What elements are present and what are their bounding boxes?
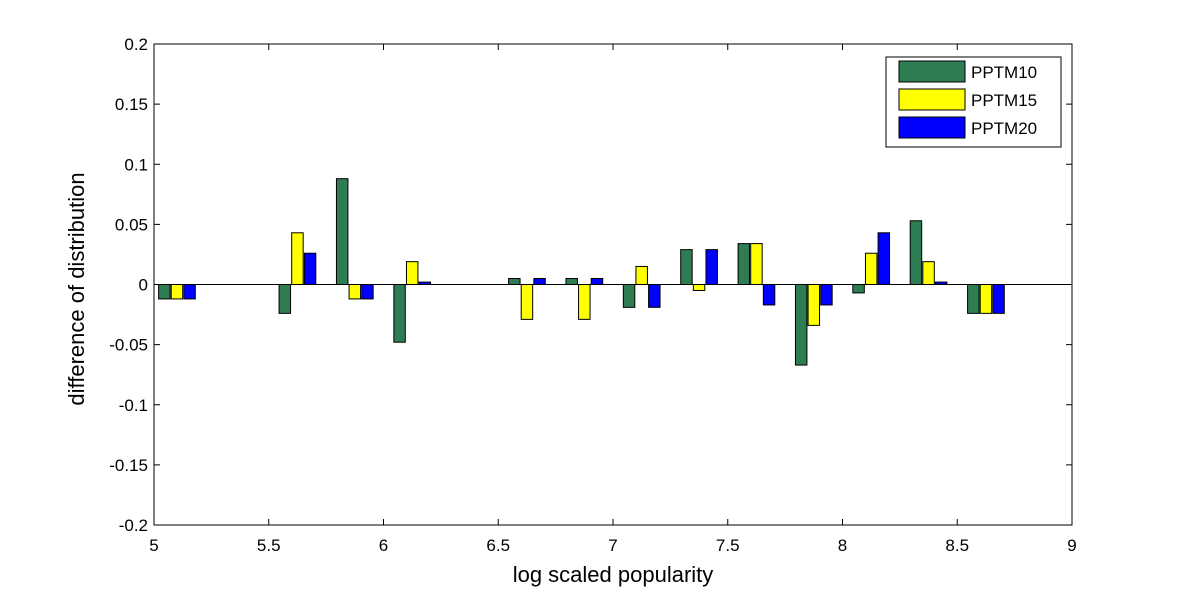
- legend-label-pptm10: PPTM10: [971, 63, 1037, 82]
- legend-swatch-pptm15: [898, 88, 966, 111]
- x-tick-label: 6.5: [486, 536, 510, 555]
- bars: [158, 178, 1005, 366]
- bar-pptm20: [590, 277, 604, 285]
- bar-pptm10: [335, 178, 349, 285]
- bar-pptm15: [291, 232, 304, 285]
- x-tick-label: 7: [608, 536, 617, 555]
- x-axis-label: log scaled popularity: [513, 562, 714, 587]
- bar-pptm20: [648, 284, 661, 308]
- bar-pptm20: [877, 232, 891, 285]
- y-tick-label: 0.15: [115, 95, 148, 114]
- y-tick-label: 0: [139, 276, 148, 295]
- bar-pptm15: [405, 261, 419, 285]
- legend-label-pptm15: PPTM15: [971, 91, 1037, 110]
- y-tick-label: 0.1: [124, 155, 148, 174]
- bar-pptm15: [578, 284, 591, 320]
- bar-pptm15: [170, 284, 184, 300]
- bar-pptm20: [992, 284, 1005, 314]
- bar-pptm10: [680, 249, 693, 286]
- bar-pptm20: [762, 284, 776, 306]
- bar-pptm20: [820, 284, 833, 306]
- axis-ticks: [153, 43, 1073, 526]
- bar-pptm15: [348, 284, 362, 300]
- legend-swatch-pptm10: [898, 60, 966, 83]
- bar-pptm15: [520, 284, 534, 320]
- bar-pptm10: [508, 277, 521, 285]
- x-tick-label: 6: [379, 536, 388, 555]
- bar-pptm20: [303, 252, 317, 285]
- bar-pptm20: [361, 284, 374, 300]
- y-tick-label: 0.2: [124, 35, 148, 54]
- legend-swatch-pptm20: [898, 116, 966, 139]
- x-tick-label: 8: [838, 536, 847, 555]
- bar-pptm15: [807, 284, 821, 326]
- bar-pptm10: [852, 284, 865, 294]
- bar-pptm10: [909, 220, 923, 285]
- y-tick-label: 0.05: [115, 215, 148, 234]
- y-axis-label: difference of distribution: [64, 172, 89, 405]
- x-tick-label: 9: [1067, 536, 1076, 555]
- bar-pptm20: [183, 284, 196, 300]
- bar-pptm15: [979, 284, 993, 314]
- x-tick-label: 7.5: [716, 536, 740, 555]
- bar-pptm20: [533, 277, 546, 285]
- y-tick-labels: -0.2 -0.15 -0.1 -0.05 0 0.05 0.1 0.15 0.2: [109, 35, 148, 535]
- bar-pptm10: [622, 284, 636, 308]
- bar-pptm20: [934, 281, 948, 286]
- bar-pptm10: [794, 284, 808, 366]
- x-tick-label: 5: [149, 536, 158, 555]
- bar-pptm15: [635, 265, 648, 285]
- bar-pptm10: [278, 284, 292, 314]
- bar-pptm10: [737, 243, 751, 286]
- bar-pptm10: [158, 284, 171, 300]
- x-tick-labels: 5 5.5 6 6.5 7 7.5 8 8.5 9: [149, 536, 1076, 555]
- bar-pptm15: [692, 284, 706, 292]
- y-tick-label: -0.05: [109, 336, 148, 355]
- bar-pptm20: [418, 281, 432, 286]
- y-tick-label: -0.15: [109, 456, 148, 475]
- bar-pptm20: [705, 249, 718, 286]
- bar-pptm10: [393, 284, 406, 343]
- y-tick-label: -0.2: [119, 516, 148, 535]
- bar-pptm15: [750, 243, 763, 286]
- x-tick-label: 8.5: [945, 536, 969, 555]
- y-tick-label: -0.1: [119, 396, 148, 415]
- bar-pptm15: [864, 252, 878, 285]
- legend: PPTM10 PPTM15 PPTM20: [885, 56, 1062, 148]
- legend-label-pptm20: PPTM20: [971, 119, 1037, 138]
- bar-pptm10: [967, 284, 980, 314]
- x-tick-label: 5.5: [257, 536, 281, 555]
- bar-pptm15: [922, 261, 935, 285]
- bar-pptm10: [565, 277, 578, 285]
